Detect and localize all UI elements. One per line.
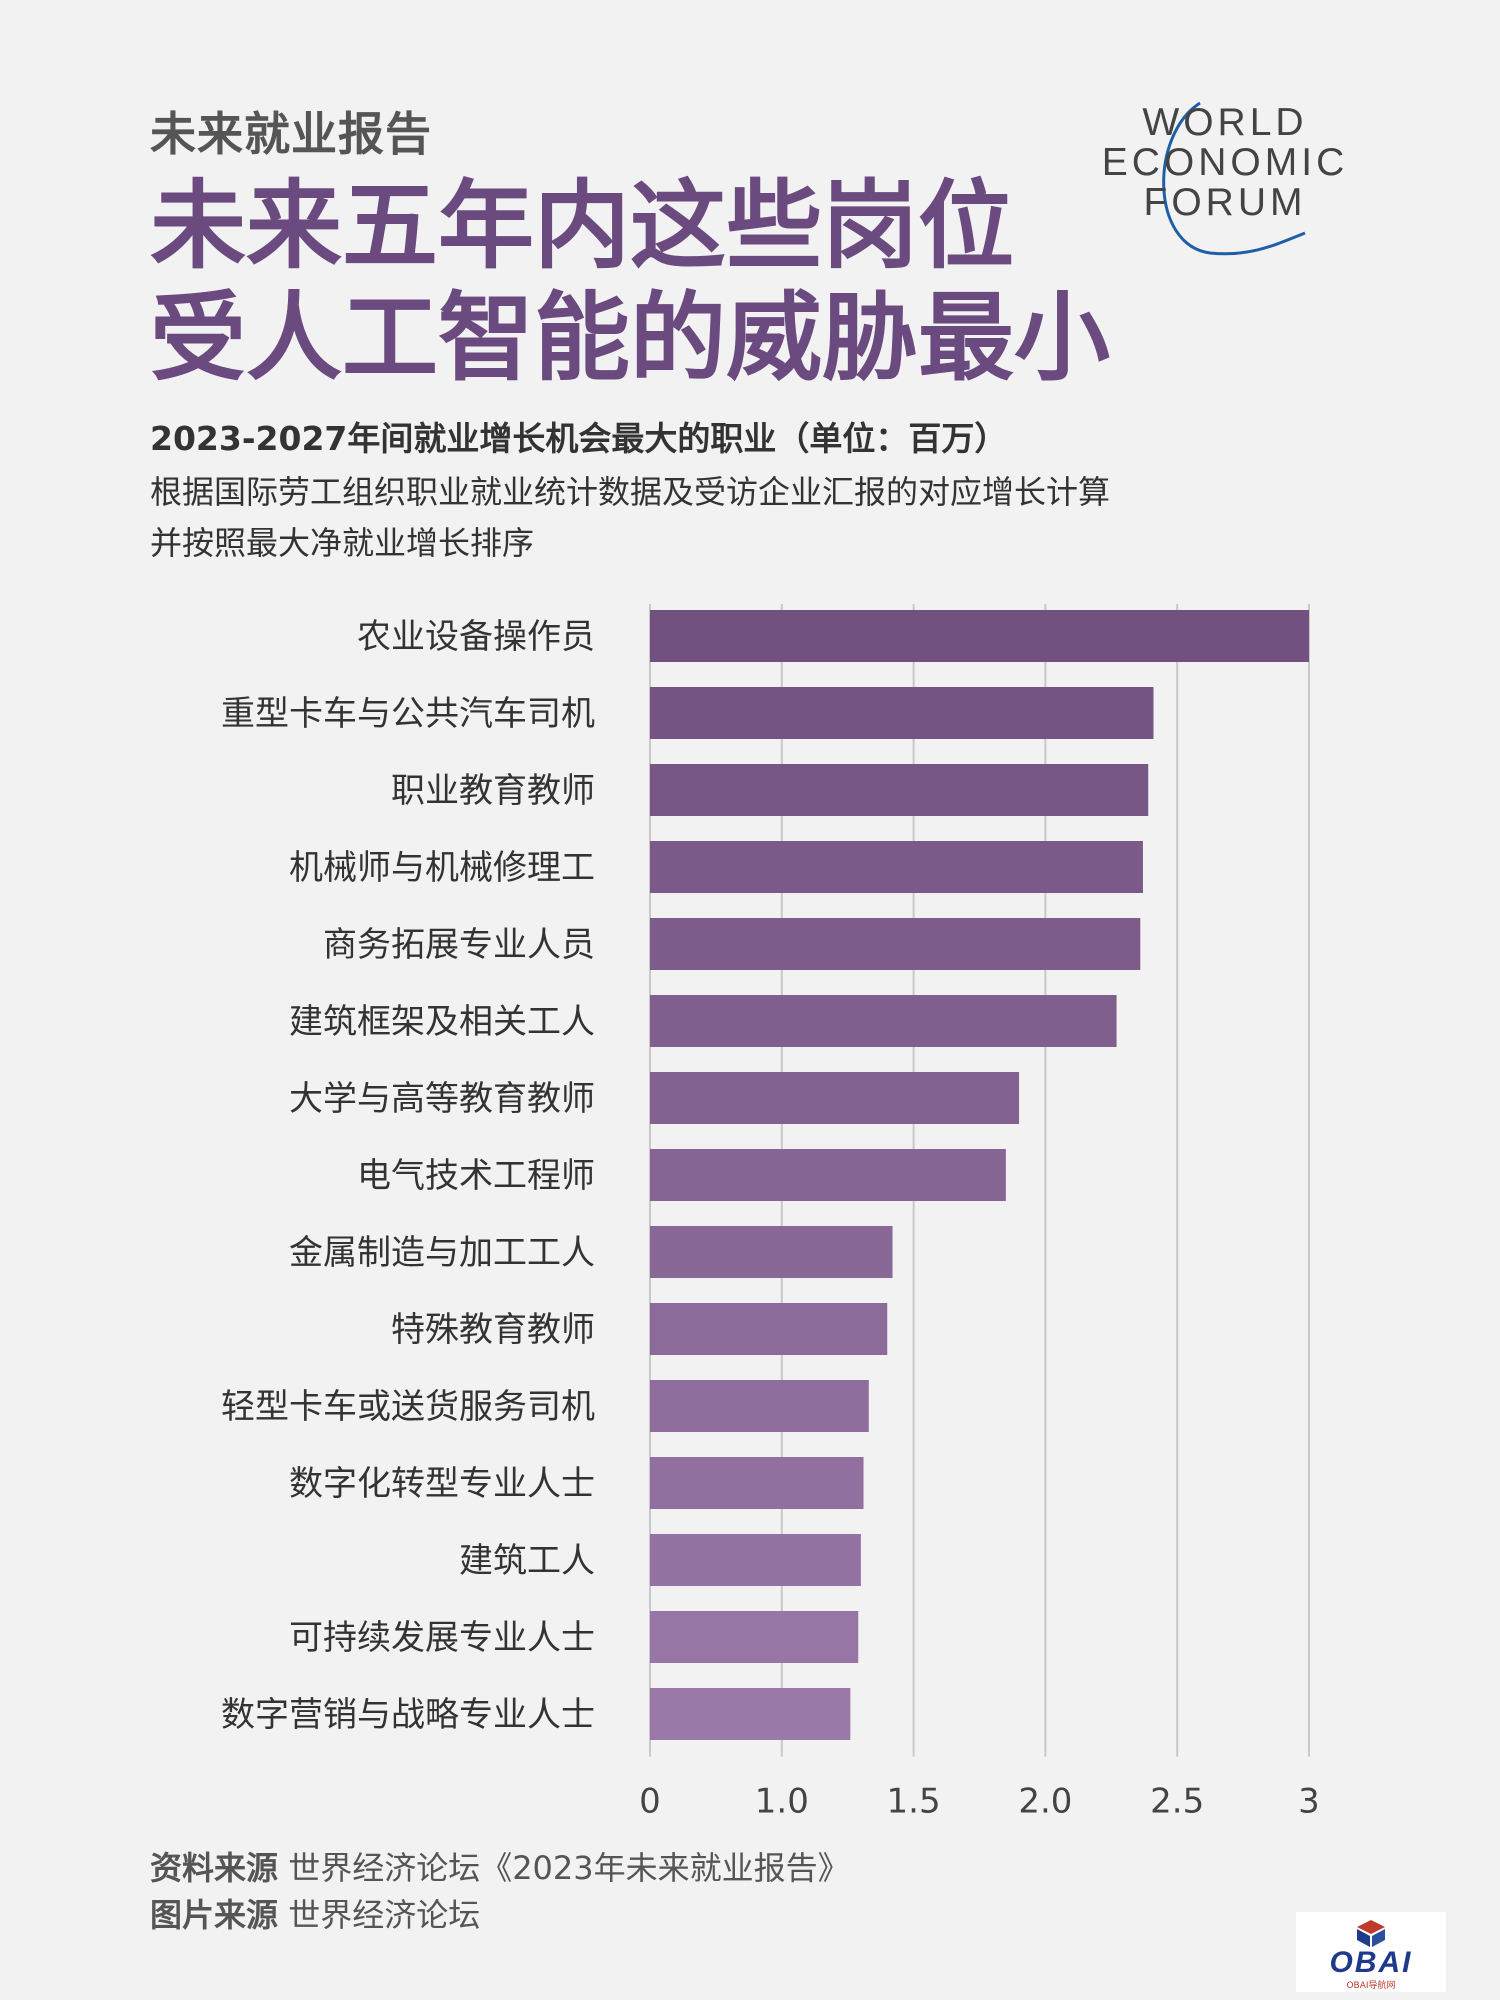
bar: [650, 1380, 869, 1432]
watermark: OBAI OBAI导航网: [1296, 1912, 1446, 1992]
bar: [650, 610, 1309, 662]
source-line: 资料来源 世界经济论坛《2023年未来就业报告》: [150, 1843, 850, 1889]
source-text: 世界经济论坛《2023年未来就业报告》: [288, 1849, 850, 1887]
wef-arc-icon: [1162, 101, 1306, 256]
watermark-subtext: OBAI导航网: [1346, 1981, 1396, 1991]
image-credit-line: 图片来源 世界经济论坛: [150, 1890, 480, 1936]
category-label: 数字化转型专业人士: [289, 1464, 595, 1504]
wef-logo: WORLD ECONOMIC FORUM: [1090, 95, 1360, 265]
category-label: 可持续发展专业人士: [289, 1618, 595, 1658]
category-label: 职业教育教师: [391, 771, 595, 811]
description-line-2: 并按照最大净就业增长排序: [150, 524, 535, 562]
x-tick-label: 3: [1298, 1782, 1320, 1821]
cube-icon: [1357, 1920, 1385, 1947]
headline: 未来五年内这些岗位 受人工智能的威胁最小: [150, 170, 1110, 394]
category-label: 电气技术工程师: [357, 1156, 595, 1196]
image-credit-text: 世界经济论坛: [288, 1896, 481, 1934]
logo-line-2: ECONOMIC: [1101, 141, 1349, 184]
category-label: 特殊教育教师: [391, 1310, 595, 1350]
logo-line-3: FORUM: [1143, 181, 1307, 224]
category-label: 商务拓展专业人员: [323, 925, 595, 965]
x-tick-label: 2.5: [1150, 1782, 1204, 1821]
description-line-1: 根据国际劳工组织职业就业统计数据及受访企业汇报的对应增长计算: [150, 473, 1111, 511]
bar: [650, 841, 1143, 893]
category-label: 建筑框架及相关工人: [289, 1002, 595, 1042]
chart-subtitle: 2023-2027年间就业增长机会最大的职业（单位：百万）: [150, 419, 1008, 458]
bar: [650, 1688, 851, 1740]
category-label: 重型卡车与公共汽车司机: [221, 694, 595, 734]
x-tick-label: 2.0: [1018, 1782, 1072, 1821]
category-label: 金属制造与加工工人: [289, 1233, 595, 1273]
category-label: 机械师与机械修理工: [289, 848, 595, 888]
bar: [650, 1149, 1006, 1201]
category-label: 农业设备操作员: [357, 617, 595, 657]
bar: [650, 918, 1141, 970]
bar-chart: 农业设备操作员重型卡车与公共汽车司机职业教育教师机械师与机械修理工商务拓展专业人…: [221, 604, 1320, 1821]
bar: [650, 1611, 859, 1663]
bar: [650, 995, 1117, 1047]
watermark-text: OBAI: [1329, 1946, 1413, 1979]
bar: [650, 1303, 888, 1355]
category-label: 建筑工人: [459, 1541, 595, 1581]
headline-line-1: 未来五年内这些岗位: [150, 170, 1014, 282]
x-tick-label: 1.0: [755, 1782, 809, 1821]
headline-line-2: 受人工智能的威胁最小: [150, 282, 1110, 394]
image-credit-label: 图片来源: [150, 1896, 279, 1934]
kicker: 未来就业报告: [150, 107, 432, 161]
source-label: 资料来源: [150, 1849, 279, 1887]
bar: [650, 1534, 861, 1586]
category-label: 大学与高等教育教师: [289, 1079, 595, 1119]
bar: [650, 687, 1154, 739]
bar: [650, 1457, 864, 1509]
bar: [650, 1226, 893, 1278]
category-label: 数字营销与战略专业人士: [221, 1695, 595, 1735]
bar: [650, 1072, 1020, 1124]
logo-line-1: WORLD: [1142, 101, 1308, 144]
x-tick-label: 1.5: [887, 1782, 941, 1821]
category-label: 轻型卡车或送货服务司机: [221, 1387, 595, 1427]
bar: [650, 764, 1149, 816]
x-tick-label: 0: [639, 1782, 661, 1821]
